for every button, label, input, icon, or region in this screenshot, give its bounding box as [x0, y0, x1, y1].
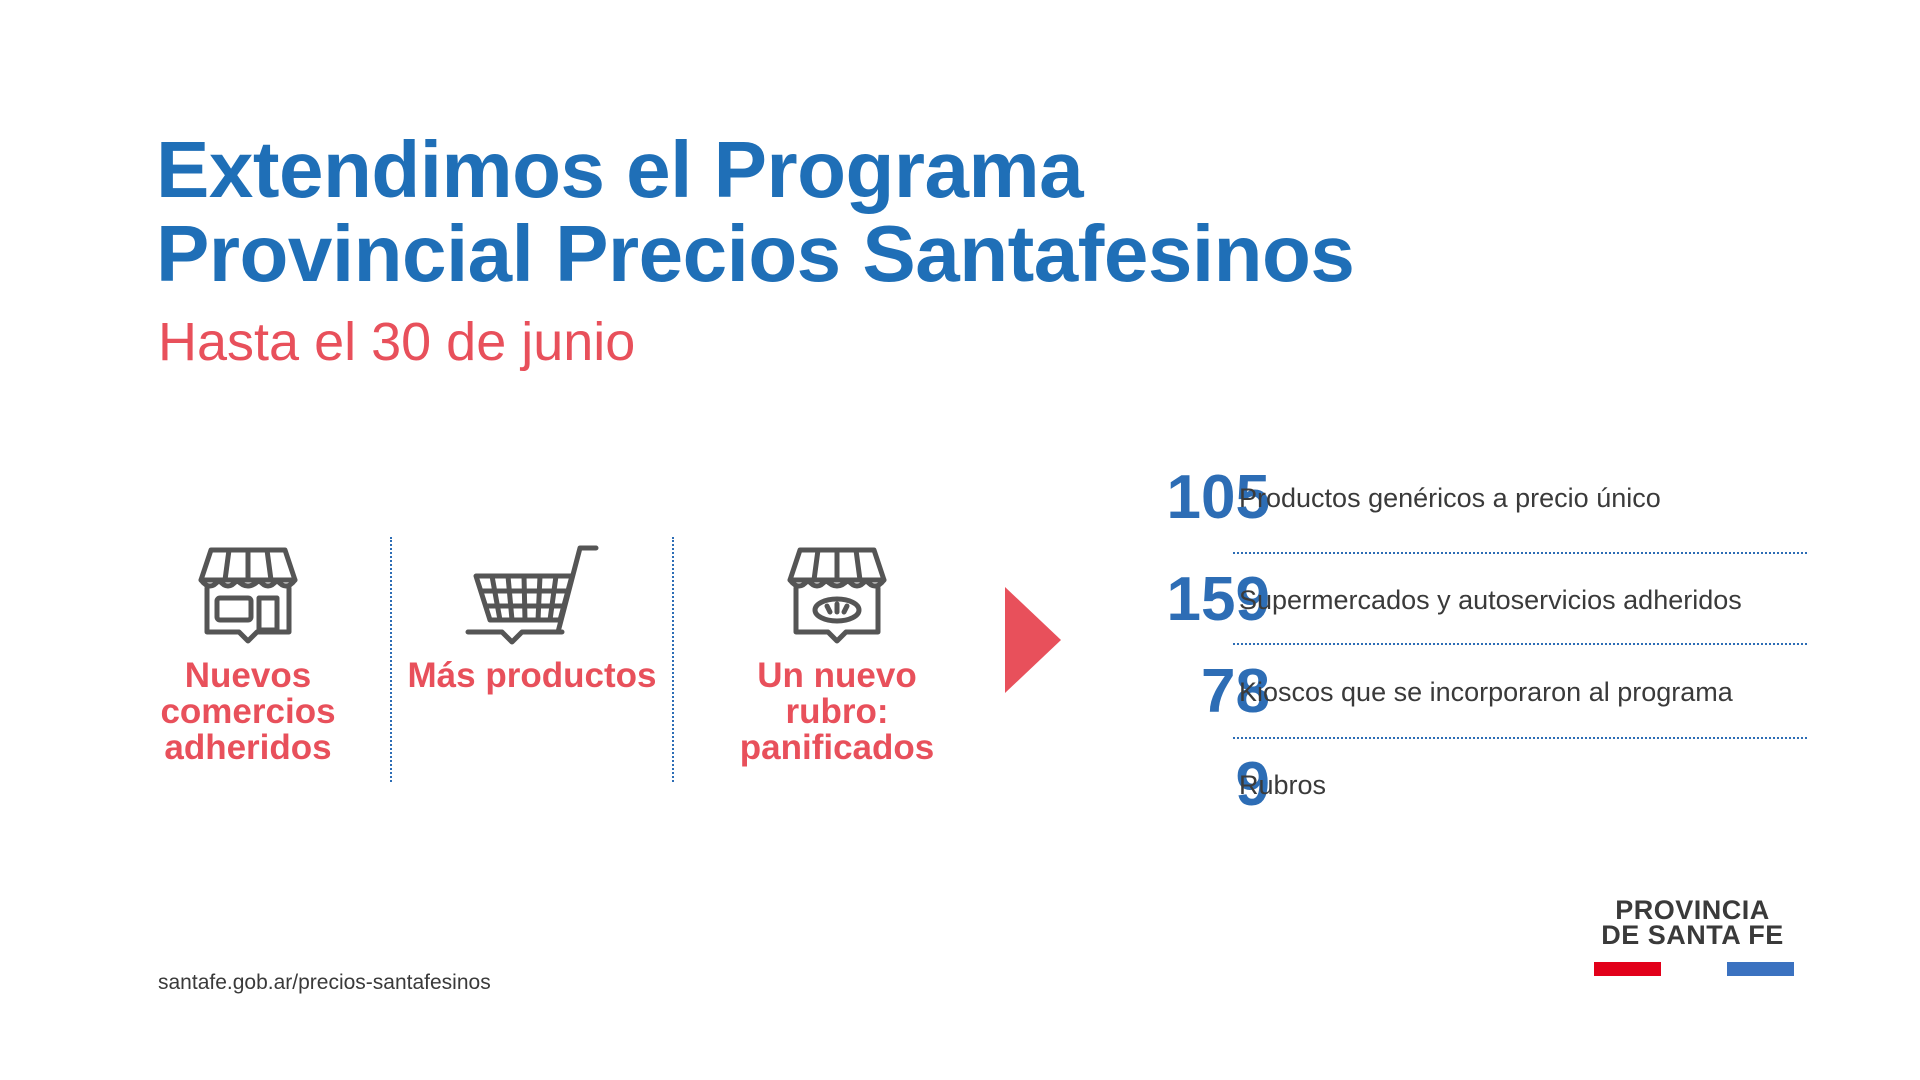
stat-value: 78 [1201, 657, 1270, 726]
website-link[interactable]: santafe.gob.ar/precios-santafesinos [158, 971, 491, 994]
feature-bakery: Un nuevo rubro: panificados [707, 540, 967, 766]
horizontal-divider [1233, 643, 1807, 645]
stat-row: 105 Productos genéricos a precio único [1060, 458, 1820, 538]
logo-red-bar [1594, 962, 1661, 976]
horizontal-divider [1233, 737, 1807, 739]
bakery-store-icon [787, 547, 887, 644]
horizontal-divider [1233, 552, 1807, 554]
page-subtitle: Hasta el 30 de junio [158, 312, 636, 372]
feature-more-products: Más productos [402, 540, 662, 694]
province-logo: PROVINCIA DE SANTA FE [1590, 895, 1795, 950]
arrow-right-icon [1005, 587, 1061, 693]
feature-label: Nuevos comercios adheridos [160, 656, 336, 767]
logo-line-1: PROVINCIA [1615, 895, 1770, 925]
stat-label: Productos genéricos a precio único [1239, 483, 1661, 513]
stat-row: 78 Kioscos que se incorporaron al progra… [1060, 652, 1820, 732]
logo-line-2: DE SANTA FE [1601, 920, 1784, 950]
vertical-divider [672, 537, 674, 782]
stat-row: 159 Supermercados y autoservicios adheri… [1060, 560, 1820, 640]
feature-label: Más productos [407, 656, 657, 695]
stat-value: 9 [1235, 750, 1270, 819]
page-title: Extendimos el Programa Provincial Precio… [156, 125, 1355, 298]
feature-new-shops: Nuevos comercios adheridos [118, 540, 378, 766]
storefront-icon [198, 547, 298, 644]
stat-label: Supermercados y autoservicios adheridos [1239, 585, 1742, 615]
title-line-1: Extendimos el Programa [156, 125, 1084, 214]
title-line-2: Provincial Precios Santafesinos [156, 209, 1355, 298]
stat-value: 105 [1166, 463, 1270, 532]
stat-value: 159 [1166, 565, 1270, 634]
stat-label: Kioscos que se incorporaron al programa [1239, 677, 1733, 707]
vertical-divider [390, 537, 392, 782]
stat-row: 9 Rubros [1060, 745, 1820, 825]
stat-label: Rubros [1239, 770, 1327, 800]
shopping-cart-icon [465, 545, 599, 645]
feature-label: Un nuevo rubro: panificados [739, 656, 935, 767]
logo-blue-bar [1727, 962, 1794, 976]
